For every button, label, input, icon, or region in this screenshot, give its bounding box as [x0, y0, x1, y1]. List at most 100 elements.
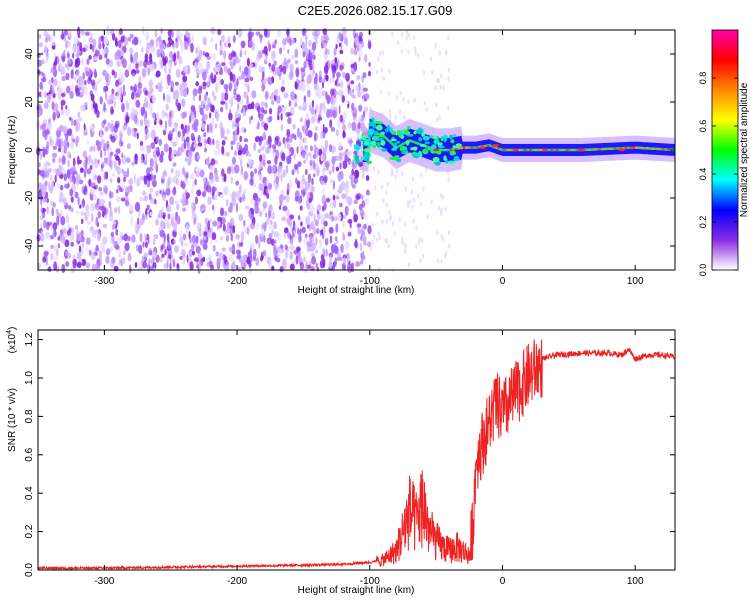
noise-cell	[98, 54, 103, 61]
noise-cell	[155, 147, 159, 152]
noise-cell	[319, 103, 323, 112]
noise-cell	[219, 207, 225, 217]
noise-cell	[341, 26, 347, 36]
noise-cell	[152, 94, 156, 105]
noise-cell	[361, 235, 367, 243]
noise-cell	[373, 185, 377, 191]
noise-cell	[332, 109, 338, 119]
noise-cell	[127, 252, 132, 261]
noise-cell	[58, 165, 62, 176]
noise-cell	[219, 194, 224, 199]
noise-cell	[285, 209, 291, 218]
noise-cell	[161, 253, 165, 258]
noise-cell	[340, 80, 344, 89]
signal-blob	[443, 134, 448, 139]
noise-cell	[314, 146, 320, 156]
noise-cell	[70, 83, 74, 91]
noise-cell	[57, 147, 61, 152]
noise-cell	[247, 68, 251, 76]
noise-cell	[97, 211, 102, 219]
noise-cell	[166, 93, 170, 104]
snr-y-multiplier-exp: 4	[6, 330, 13, 334]
noise-cell	[174, 81, 179, 86]
noise-cell	[107, 147, 112, 152]
noise-cell	[102, 245, 105, 254]
noise-cell	[440, 207, 443, 213]
noise-cell	[201, 122, 206, 131]
noise-cell	[390, 172, 393, 178]
noise-cell	[214, 149, 219, 157]
noise-cell	[389, 216, 392, 222]
noise-cell	[240, 108, 243, 114]
noise-cell	[415, 225, 418, 231]
noise-cell	[146, 167, 150, 176]
noise-cell	[46, 34, 51, 42]
noise-cell	[325, 197, 331, 203]
noise-cell	[40, 212, 43, 219]
noise-cell	[71, 133, 74, 142]
noise-cell	[96, 109, 100, 119]
noise-cell	[155, 70, 161, 78]
noise-cell	[135, 63, 139, 70]
noise-cell	[239, 135, 243, 142]
noise-cell	[144, 97, 148, 105]
noise-cell	[322, 257, 326, 268]
noise-cell	[45, 170, 50, 178]
noise-cell	[56, 128, 61, 138]
noise-cell	[341, 71, 347, 78]
noise-cell	[101, 161, 105, 168]
noise-cell	[36, 103, 42, 109]
noise-cell	[306, 118, 311, 127]
noise-cell	[322, 248, 325, 254]
noise-cell	[71, 173, 75, 182]
noise-cell	[203, 113, 208, 120]
noise-cell	[215, 176, 220, 183]
noise-cell	[75, 53, 80, 58]
noise-cell	[274, 94, 277, 102]
noise-cell	[149, 259, 154, 264]
noise-cell	[355, 85, 359, 92]
noise-cell	[229, 71, 233, 82]
snr-y-ticks: 0.00.20.40.60.81.01.2	[24, 332, 675, 577]
noise-cell	[146, 204, 150, 211]
noise-cell	[208, 139, 212, 146]
noise-cell	[123, 177, 126, 182]
noise-cell	[434, 43, 437, 48]
noise-cell	[371, 222, 374, 228]
noise-cell	[235, 117, 240, 124]
noise-cell	[384, 238, 387, 243]
noise-cell	[199, 169, 205, 178]
noise-cell	[412, 218, 415, 224]
signal-blob	[449, 134, 453, 140]
noise-cell	[60, 66, 66, 76]
noise-cell	[282, 258, 287, 265]
noise-cell	[123, 36, 129, 47]
noise-cell	[194, 196, 198, 205]
noise-cell	[178, 33, 183, 38]
noise-cell	[182, 75, 188, 83]
noise-cell	[276, 95, 281, 104]
noise-cell	[273, 60, 277, 66]
noise-cell	[123, 250, 126, 256]
noise-cell	[320, 35, 324, 45]
noise-cell	[45, 231, 51, 239]
noise-cell	[266, 216, 270, 224]
noise-cell	[386, 181, 389, 187]
figure-title: C2E5.2026.082.15.17.G09	[298, 3, 453, 18]
noise-cell	[103, 36, 109, 46]
noise-cell	[38, 162, 41, 168]
noise-cell	[297, 84, 302, 91]
signal-peak	[497, 147, 501, 150]
noise-cell	[324, 237, 329, 246]
noise-cell	[51, 101, 55, 110]
noise-cell	[160, 79, 163, 86]
noise-cell	[103, 157, 108, 164]
noise-cell	[129, 184, 133, 193]
noise-cell	[222, 223, 226, 232]
signal-blob	[364, 156, 370, 162]
noise-cell	[368, 70, 371, 77]
noise-cell	[99, 149, 103, 159]
noise-cell	[57, 236, 61, 241]
noise-cell	[51, 45, 56, 50]
noise-cell	[274, 239, 277, 244]
